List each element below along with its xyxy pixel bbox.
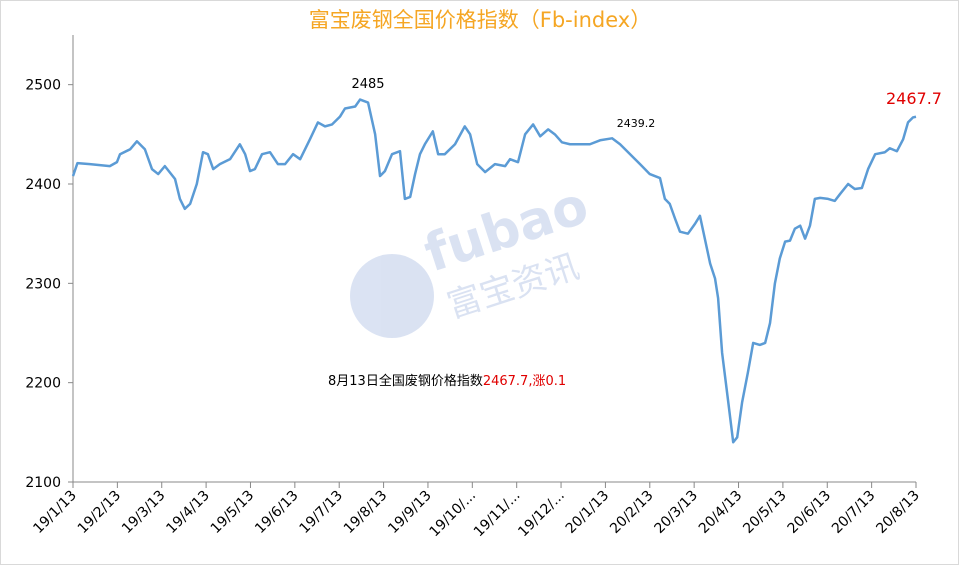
annotation-last: 2467.7 [886, 89, 942, 108]
watermark-logo [350, 254, 434, 338]
line-series [71, 98, 917, 444]
annotation-peak: 2485 [351, 77, 384, 92]
y-tick-label: 2200 [25, 376, 61, 392]
annotation-note: 8月13日全国废钢价格指数2467.7,涨0.1 [328, 373, 566, 389]
note-value: 2467.7,涨0.1 [483, 374, 566, 389]
note-text: 8月13日全国废钢价格指数 [328, 373, 483, 389]
y-tick-label: 2400 [25, 177, 61, 193]
y-tick-label: 2300 [25, 276, 61, 292]
annotation-mid: 2439.2 [617, 117, 656, 130]
y-tick-label: 2500 [25, 78, 61, 94]
chart-title: 富宝废钢全国价格指数（Fb-index） [309, 8, 651, 32]
y-tick-label: 2100 [25, 475, 61, 491]
